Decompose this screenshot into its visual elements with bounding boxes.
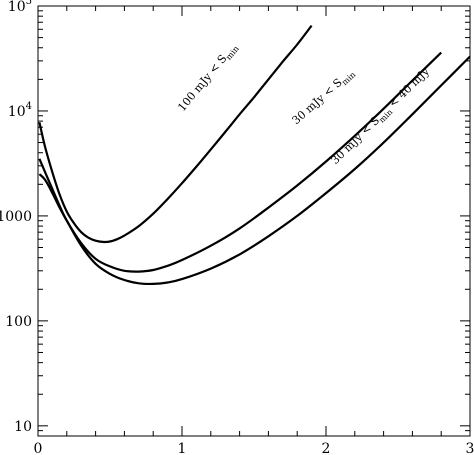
- x-tick-label: 0: [34, 441, 43, 455]
- y-tick-label: 105: [8, 0, 32, 15]
- y-tick-label: 10: [14, 419, 32, 435]
- series-line-3: [38, 55, 470, 286]
- y-tick-label-base: 10: [8, 104, 26, 120]
- y-tick-label-base: 100: [5, 314, 32, 330]
- y-tick-label-exponent: 5: [26, 0, 32, 7]
- x-tick-label: 2: [322, 441, 331, 455]
- y-tick-label: 1000: [0, 209, 32, 225]
- y-tick-label-exponent: 4: [26, 101, 32, 112]
- curves: [38, 24, 470, 286]
- y-tick-label-base: 1000: [0, 209, 32, 225]
- x-tick-label: 1: [178, 441, 187, 455]
- y-tick-label-base: 10: [8, 0, 26, 15]
- x-tick-label: 3: [466, 441, 474, 455]
- series-line-1: [38, 24, 313, 244]
- y-tick-label: 100: [5, 314, 32, 330]
- y-tick-label: 104: [8, 101, 32, 120]
- y-tick-label-base: 10: [14, 419, 32, 435]
